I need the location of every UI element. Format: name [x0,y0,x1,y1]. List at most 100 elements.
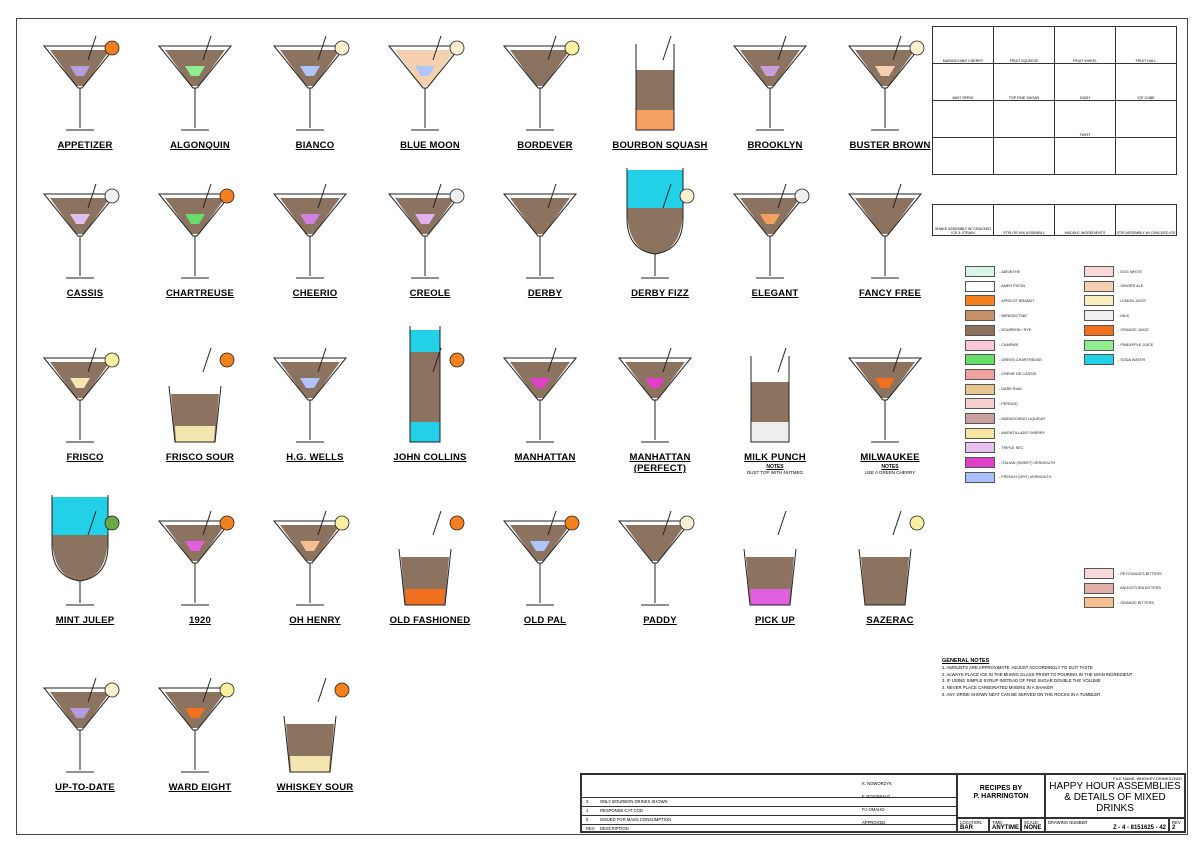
legend-item: - MARASCHINO LIQUEUR [965,413,1045,424]
drink-note-label: NOTES [766,464,784,470]
drink-illustration [387,183,465,279]
drink-name: PICK UP [755,615,795,626]
legend-label: - ORANGE BITTERS [1118,600,1154,605]
file-name: FILE NAME: WHISKEY DRINKS.DWG [1113,776,1182,781]
legend-swatch [965,471,995,483]
drink-illustration [858,510,925,606]
garnish-ref-cell: MINT SPRIG [932,63,994,101]
drink-name: MANHATTAN [514,452,576,463]
drink-name: MANHATTAN (PERFECT) [629,452,691,474]
garnish-ref-cell: DASH [1054,63,1116,101]
legend-label: - PEYCHAUD'S BITTERS [1118,571,1162,576]
garnish-ref-cell: ICE CUBE [1115,63,1177,101]
time-cell: TIME: ANYTIME [989,818,1021,832]
drink-note-label: NOTES [881,464,899,470]
drink-illustration [42,677,120,773]
drink-name: BIANCO [295,140,335,151]
legend-item: - ORANGE BITTERS [1084,597,1154,609]
legend-label: - LEMON JUICE [1118,298,1146,303]
legend-label: - FRENCH (DRY) VERMOUTH [999,475,1052,480]
garnish-ref-cell [1115,137,1177,175]
legend-item: - APRICOT BRANDY [965,295,1035,307]
legend-swatch [965,280,995,292]
signoff-name: F. ROSSWALD [862,794,891,799]
revision-description: ISSUED FOR MASS CONSUMPTION [600,817,672,822]
drink-illustration [157,35,233,131]
legend-label: - SODA WATER [1118,357,1146,362]
drink-name: PADDY [643,615,677,626]
drink-name: CREOLE [409,288,451,299]
method-ref-cell: STIR ASSEMBLY W/ CRACKED ICE [1115,204,1177,236]
legend-label: - PINEAPPLE JUICE [1118,343,1154,347]
location-value: BAR [960,825,973,831]
garnish-ref-cell: TOP FINE SUGAR [993,63,1055,101]
legend-label: - ABSINTHE [999,269,1021,274]
legend-swatch [965,266,995,277]
revision-table: 2 ONLY BOURBON DRINKS SHOWN 1 RESPONSE CAT … [581,774,957,832]
garnish-ref-cell: TWIST [1054,100,1116,138]
drink-illustration [398,510,465,606]
method-ref-cell: SHAKE ASSEMBLY W/ CRACKED ICE & STRAIN [932,204,994,236]
drink-name: JOHN COLLINS [393,452,467,463]
garnish-ref-cell: FRUIT WHEEL [1054,26,1116,64]
legend-swatch [1084,568,1114,579]
revision-number: REV [586,826,595,831]
legend-label: - EGG WHITE [1118,269,1143,274]
drink-illustration [502,183,578,279]
revision-row: 0 ISSUED FOR MASS CONSUMPTION [582,815,956,825]
drink-illustration [272,183,348,279]
revision-description: ONLY BOURBON DRINKS SHOWN [600,799,668,804]
legend-item: - ORANGE JUICE [1084,324,1149,336]
legend-label: - ITALIAN (SWEET) VERMOUTH [999,460,1056,465]
drink-illustration [847,347,923,443]
revision-number: 1 [586,808,589,813]
legend-swatch [965,354,995,366]
drink-illustration [502,510,580,606]
company-cell: RECIPES BY P. HARRINGTON [957,774,1045,818]
legend-swatch [1084,339,1114,351]
drink-illustration [502,347,578,443]
drink-illustration [42,35,120,131]
drink-name: ELEGANT [751,288,799,299]
scale-cell: SCALE: NONE [1021,818,1045,832]
general-notes-title: GENERAL NOTES [942,658,990,664]
legend-item: - LEMON JUICE [1084,295,1146,307]
garnish-ref-cell [1054,137,1116,175]
legend-swatch [965,398,995,410]
legend-item: - ITALIAN (SWEET) VERMOUTH [965,457,1056,469]
legend-label: - MARASCHINO LIQUEUR [999,416,1045,421]
garnish-reference-table: MARASCHINO CHERRY FRUIT SQUEEZE FRUIT WHEE… [932,26,1177,175]
drink-name: 1920 [189,615,211,626]
scale-label: SCALE: [1024,820,1039,825]
drink-illustration [732,183,810,279]
drink-note: NOTES USE A GREEN CHERRY [830,464,950,476]
legend-item: - ANGOSTURA BITTERS [1084,582,1162,594]
drawing-sheet [16,18,1188,835]
drink-name: MILWAUKEE [860,452,920,463]
legend-item: - PINEAPPLE JUICE [1084,339,1154,351]
legend-label: - BOURBON / RYE [999,328,1032,333]
legend-item: - AMONTILLADO SHERRY [965,427,1045,439]
garnish-ref-cell [993,137,1055,175]
legend-label: - ANGOSTURA BITTERS [1118,586,1162,591]
revision-number: 2 [586,799,589,804]
garnish-ref-cell [932,100,994,138]
legend-label: - GREEN CHARTREUSE [999,357,1042,362]
legend-swatch [1084,295,1114,307]
revision-description: DESCRIPTION [600,826,629,831]
location-cell: LOCATION: BAR [957,818,989,832]
revision-row: 1 RESPONSE CAT COD [582,806,956,816]
drink-name: BLUE MOON [400,140,460,151]
drink-name: OH HENRY [289,615,341,626]
legend-swatch [965,324,995,336]
drink-name: FRISCO [66,452,104,463]
legend-item: - AMER PICON [965,280,1025,292]
drink-illustration [626,168,695,279]
legend-label: - PERNOD [999,401,1018,406]
drink-name: WHISKEY SOUR [276,782,354,793]
drawing-number-cell: DRAWING NUMBER Z - 4 - 8151625 - 42 [1045,818,1169,832]
drink-illustration [272,510,350,606]
garnish-ref-cell [1115,100,1177,138]
drink-name: BROOKLYN [747,140,803,151]
revision-row: REV DESCRIPTION [582,824,956,831]
